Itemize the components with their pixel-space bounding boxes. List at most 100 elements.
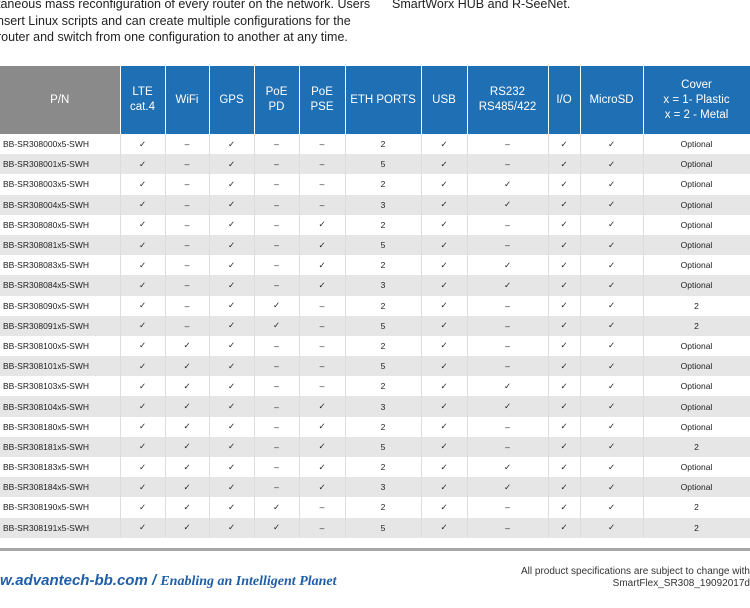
cell: ✓ bbox=[548, 295, 581, 316]
cell: ✓ bbox=[209, 477, 255, 498]
cell: ✓ bbox=[209, 295, 255, 316]
cell: ✓ bbox=[548, 356, 581, 377]
table-row: BB-SR308103x5-SWH ✓ ✓ ✓ – –2 ✓ ✓ ✓ ✓ Optional bbox=[0, 376, 750, 397]
cell: ✓ bbox=[467, 457, 549, 478]
table-row: BB-SR308183x5-SWH ✓ ✓ ✓ – ✓ 2 ✓ ✓ ✓ ✓ Optional bbox=[0, 457, 750, 478]
website: w.advantech-bb.com bbox=[0, 572, 148, 589]
cell: – bbox=[254, 174, 300, 195]
table-row: BB-SR308084x5-SWH ✓ – ✓ – ✓ 3 ✓ ✓ ✓ ✓ Optional bbox=[0, 275, 750, 296]
cell: ✓ bbox=[421, 174, 468, 195]
cell: – bbox=[467, 295, 549, 316]
cell: ✓ bbox=[548, 174, 581, 195]
cell: ✓ bbox=[120, 194, 166, 215]
cell: ✓ bbox=[421, 295, 468, 316]
cell: ✓ bbox=[120, 234, 166, 256]
cell: ✓ bbox=[209, 457, 255, 478]
cell: 3 bbox=[345, 396, 422, 417]
header-cell: MicroSD bbox=[580, 66, 644, 134]
table-row: BB-SR308090x5-SWH ✓ – ✓ ✓ –2 ✓ – ✓ ✓ 2 bbox=[0, 295, 750, 316]
cell: – bbox=[299, 497, 346, 518]
table-row: BB-SR308104x5-SWH ✓ ✓ ✓ – ✓ 3 ✓ ✓ ✓ ✓ Optional bbox=[0, 396, 750, 417]
cell: ✓ bbox=[580, 356, 644, 377]
cell: ✓ bbox=[467, 376, 549, 397]
header-cell: WiFi bbox=[165, 66, 210, 134]
table-row: BB-SR308000x5-SWH ✓ – ✓ – –2 ✓ – ✓ ✓ Optional bbox=[0, 134, 750, 155]
cell: ✓ bbox=[120, 134, 166, 155]
cell: ✓ bbox=[209, 335, 255, 357]
cell: ✓ bbox=[580, 416, 644, 437]
cell: ✓ bbox=[209, 497, 255, 518]
header-row: P/N LTE cat.4 WiFi GPS PoE PD PoE PSE ETH PORTS US… bbox=[0, 66, 750, 134]
notice: All product specifications are subject t… bbox=[520, 566, 750, 577]
header-line: I/O bbox=[556, 93, 572, 106]
cell: – bbox=[165, 134, 210, 155]
cell: ✓ bbox=[120, 416, 166, 437]
cell: ✓ bbox=[421, 134, 468, 155]
cell: ✓ bbox=[421, 234, 468, 256]
part-number: BB-SR308000x5-SWH bbox=[0, 134, 121, 155]
cell: ✓ bbox=[548, 335, 581, 357]
cell: ✓ bbox=[548, 457, 581, 478]
cell: ✓ bbox=[299, 255, 346, 276]
cell: 2 bbox=[643, 295, 750, 316]
cell: 5 bbox=[345, 436, 422, 457]
cell: – bbox=[299, 134, 346, 155]
cell: 3 bbox=[345, 194, 422, 215]
header-cell: LTE cat.4 bbox=[120, 66, 166, 134]
cell: ✓ bbox=[299, 396, 346, 417]
cell: – bbox=[299, 376, 346, 397]
cell: ✓ bbox=[165, 497, 210, 518]
cell: ✓ bbox=[254, 315, 300, 336]
cell: – bbox=[254, 154, 300, 175]
table-row: BB-SR308180x5-SWH ✓ ✓ ✓ – ✓ 2 ✓ – ✓ ✓ Optional bbox=[0, 416, 750, 437]
table-row: BB-SR308181x5-SWH ✓ ✓ ✓ – ✓ 5 ✓ – ✓ ✓ 2 bbox=[0, 436, 750, 457]
header-line: WiFi bbox=[175, 93, 199, 106]
cell: – bbox=[254, 134, 300, 155]
part-number: BB-SR308100x5-SWH bbox=[0, 335, 121, 357]
part-number: BB-SR308091x5-SWH bbox=[0, 315, 121, 336]
cell: ✓ bbox=[209, 194, 255, 215]
cell: ✓ bbox=[165, 376, 210, 397]
cell: ✓ bbox=[299, 214, 346, 235]
cell: 2 bbox=[345, 457, 422, 478]
cell: – bbox=[467, 356, 549, 377]
cell: 2 bbox=[345, 416, 422, 437]
table-row: BB-SR308184x5-SWH ✓ ✓ ✓ – ✓ 3 ✓ ✓ ✓ ✓ Optional bbox=[0, 477, 750, 498]
cell: – bbox=[165, 194, 210, 215]
footer-notice: All product specifications are subject t… bbox=[521, 566, 750, 590]
cell: – bbox=[254, 214, 300, 235]
intro-line: taneous mass reconfiguration of every ro… bbox=[0, 0, 371, 11]
cell: ✓ bbox=[421, 416, 468, 437]
cell: – bbox=[165, 174, 210, 195]
table-row: BB-SR308190x5-SWH ✓ ✓ ✓ ✓ –2 ✓ – ✓ ✓ 2 bbox=[0, 497, 750, 518]
cell: – bbox=[254, 234, 300, 256]
cell: – bbox=[165, 214, 210, 235]
cell: 2 bbox=[345, 376, 422, 397]
header-line: LTE bbox=[132, 86, 153, 98]
cell: ✓ bbox=[548, 396, 581, 417]
header-line: MicroSD bbox=[589, 93, 634, 106]
part-number: BB-SR308181x5-SWH bbox=[0, 436, 121, 457]
cell: ✓ bbox=[254, 517, 300, 538]
cell: ✓ bbox=[254, 497, 300, 518]
cell: ✓ bbox=[421, 376, 468, 397]
cell: ✓ bbox=[299, 416, 346, 437]
cell: 5 bbox=[345, 234, 422, 256]
cell: ✓ bbox=[467, 396, 549, 417]
cell: ✓ bbox=[421, 335, 468, 357]
header-cell: USB bbox=[421, 66, 468, 134]
cell: 5 bbox=[345, 315, 422, 336]
part-number: BB-SR308081x5-SWH bbox=[0, 234, 121, 256]
cell: – bbox=[467, 214, 549, 235]
cell: ✓ bbox=[209, 275, 255, 296]
cell: ✓ bbox=[421, 396, 468, 417]
cell: ✓ bbox=[548, 234, 581, 256]
cell: – bbox=[467, 154, 549, 175]
cell: ✓ bbox=[299, 477, 346, 498]
cell: 2 bbox=[345, 134, 422, 155]
cell: ✓ bbox=[421, 477, 468, 498]
cell: ✓ bbox=[165, 517, 210, 538]
cell: ✓ bbox=[209, 214, 255, 235]
cell: ✓ bbox=[120, 457, 166, 478]
cell: 2 bbox=[345, 214, 422, 235]
